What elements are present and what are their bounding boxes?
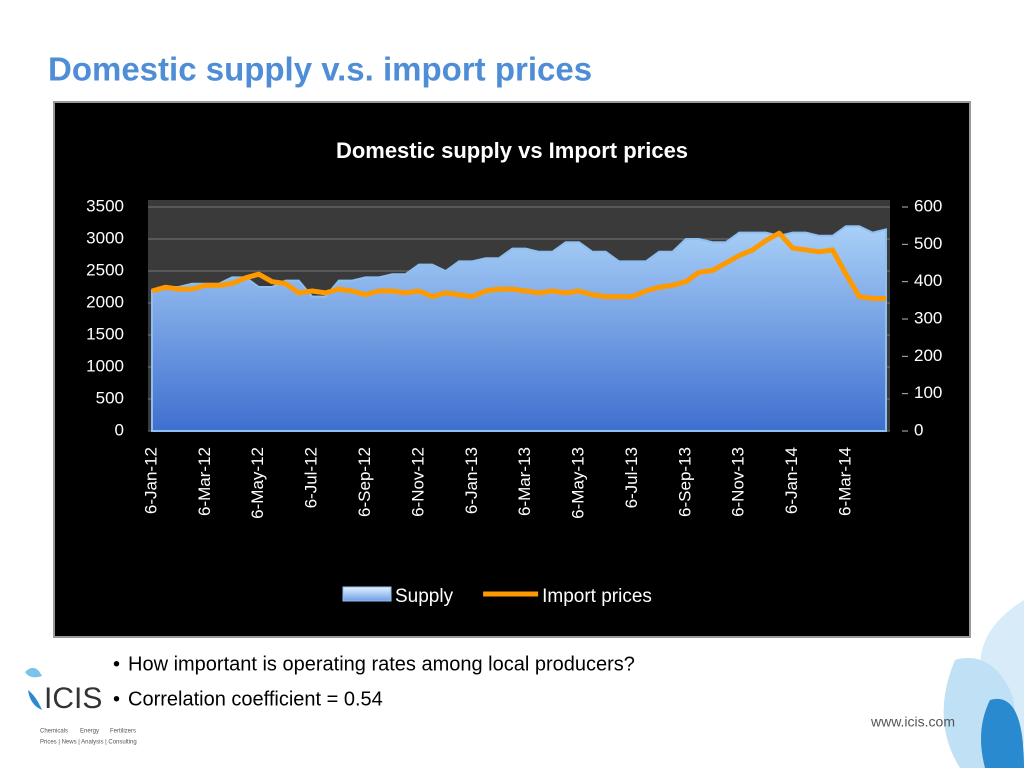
x-tick-label: 6-Jul-13 bbox=[622, 447, 641, 508]
decoration bbox=[981, 698, 1024, 768]
chart-title: Domestic supply vs Import prices bbox=[336, 138, 688, 163]
x-tick-label: 6-Mar-13 bbox=[515, 447, 534, 516]
x-tick-label: 6-Nov-13 bbox=[729, 447, 748, 517]
y-tick-label: 2000 bbox=[86, 292, 124, 311]
line bbox=[151, 230, 886, 301]
url: www.icis.com bbox=[870, 714, 955, 730]
plot: 0 500 1000 1500 2000 2500 3000 3500 0 100 200 300 40… bbox=[86, 196, 942, 607]
y-tick-label: 3000 bbox=[86, 228, 124, 247]
x-tick-label: 6-Jan-13 bbox=[462, 447, 481, 514]
y2-tick-label: 100 bbox=[914, 383, 942, 402]
y-tick-label: 1000 bbox=[86, 356, 124, 375]
legend-label: Import prices bbox=[542, 586, 652, 607]
x-tick-label: 6-Mar-14 bbox=[835, 447, 854, 516]
y-tick-label: 3500 bbox=[86, 196, 124, 215]
y-tick-label: 0 bbox=[115, 420, 124, 439]
bullet-mark: • bbox=[113, 688, 120, 710]
x-tick-label: 6-May-12 bbox=[248, 447, 267, 519]
y-tick-label: 1500 bbox=[86, 324, 124, 343]
y-tick-label: 2500 bbox=[86, 260, 124, 279]
logo-icon bbox=[25, 667, 42, 678]
x-tick-label: 6-Jan-14 bbox=[782, 447, 801, 514]
legend-swatch bbox=[342, 586, 392, 602]
bullet: How important is operating rates among l… bbox=[128, 653, 635, 675]
x-tick-label: 6-May-13 bbox=[569, 447, 588, 519]
slide-title: Domestic supply v.s. import prices bbox=[48, 51, 592, 88]
y2-tick-label: 400 bbox=[914, 271, 942, 290]
logo-tagline: Prices | News | Analysis | Consulting bbox=[40, 740, 137, 746]
x-tick-label: 6-Sep-12 bbox=[355, 447, 374, 517]
x-tick-label: 6-Jan-12 bbox=[141, 447, 160, 514]
y2-tick-label: 600 bbox=[914, 196, 942, 215]
logo-sector: Energy bbox=[80, 729, 99, 735]
logo: ICIS bbox=[44, 682, 102, 715]
logo-sector: Chemicals bbox=[40, 729, 68, 735]
y-tick-label: 500 bbox=[96, 388, 124, 407]
logo-sector: Fertilizers bbox=[110, 729, 136, 735]
bullet: Correlation coefficient = 0.54 bbox=[128, 688, 383, 710]
logo-icon bbox=[28, 690, 42, 710]
x-tick-label: 6-Jul-12 bbox=[302, 447, 321, 508]
x-tick-label: 6-Mar-12 bbox=[195, 447, 214, 516]
y2-tick-label: 200 bbox=[914, 346, 942, 365]
x-tick-label: 6-Nov-12 bbox=[408, 447, 427, 517]
legend-label: Supply bbox=[395, 586, 454, 607]
x-tick-label: 6-Sep-13 bbox=[675, 447, 694, 517]
bullet-mark: • bbox=[113, 653, 120, 675]
y2-tick-label: 500 bbox=[914, 234, 942, 253]
y2-tick-label: 300 bbox=[914, 308, 942, 327]
y2-tick-label: 0 bbox=[914, 420, 923, 439]
